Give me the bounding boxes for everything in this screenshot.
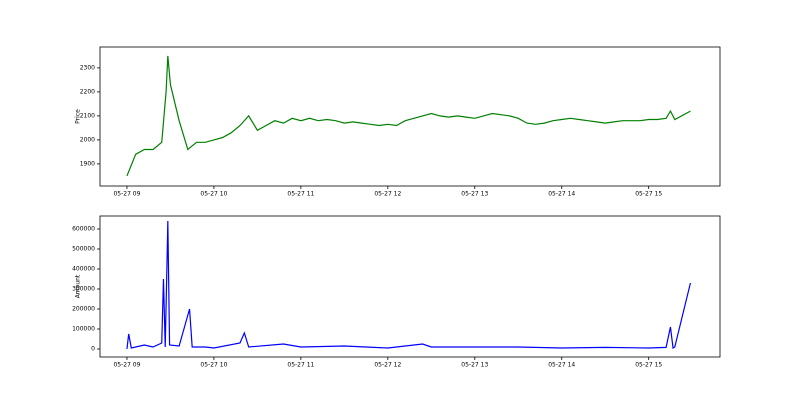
x-tick-label: 05-27 12	[374, 191, 401, 198]
plot-frame	[99, 46, 721, 187]
y-tick-label: 100000	[72, 326, 95, 333]
x-tick-label: 05-27 09	[113, 191, 140, 198]
series-line	[126, 220, 692, 350]
x-tick-label: 05-27 11	[287, 191, 314, 198]
x-tick-label: 05-27 15	[635, 362, 662, 369]
y-tick-label: 600000	[72, 226, 95, 233]
plot-frame	[99, 215, 721, 358]
x-tick-label: 05-27 15	[635, 191, 662, 198]
y-axis-label: Price	[75, 109, 82, 124]
y-tick-label: 2000	[80, 136, 95, 143]
x-tick-label: 05-27 11	[287, 362, 314, 369]
y-tick-label: 200000	[72, 306, 95, 313]
y-tick-label: 0	[91, 346, 95, 353]
series-line	[126, 55, 691, 177]
x-tick-label: 05-27 14	[548, 191, 575, 198]
x-tick-label: 05-27 10	[200, 362, 227, 369]
y-tick-label: 2100	[80, 112, 95, 119]
y-axis-label: Amount	[75, 274, 82, 298]
x-tick-label: 05-27 09	[113, 362, 140, 369]
y-tick-label: 300000	[72, 286, 95, 293]
x-tick-label: 05-27 13	[461, 362, 488, 369]
x-tick-label: 05-27 12	[374, 362, 401, 369]
y-tick-label: 2300	[80, 64, 95, 71]
x-tick-label: 05-27 10	[200, 191, 227, 198]
y-tick-label: 500000	[72, 246, 95, 253]
y-tick-label: 1900	[80, 160, 95, 167]
y-tick-label: 2200	[80, 88, 95, 95]
x-tick-label: 05-27 13	[461, 191, 488, 198]
y-tick-label: 400000	[72, 266, 95, 273]
x-tick-label: 05-27 14	[548, 362, 575, 369]
